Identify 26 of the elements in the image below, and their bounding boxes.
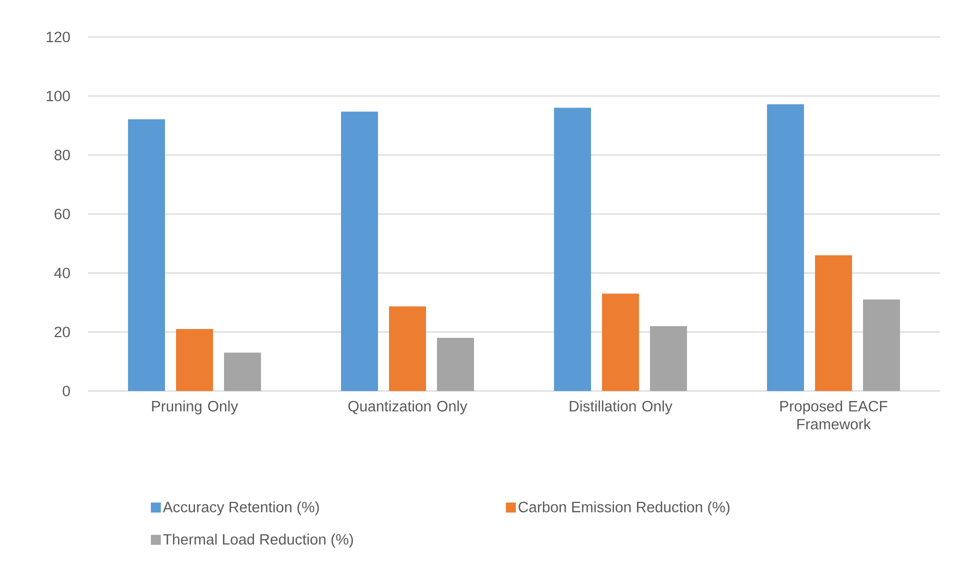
legend-label: Thermal Load Reduction (%) (163, 534, 353, 548)
bar (815, 255, 852, 391)
bar (176, 329, 214, 391)
bar (602, 294, 640, 391)
x-tick-label: Pruning Only (152, 400, 238, 414)
bar (767, 104, 804, 391)
x-tick-label: Proposed EACF Framework (780, 400, 888, 430)
legend-label: Carbon Emission Reduction (%) (518, 501, 730, 516)
bar (863, 300, 900, 391)
y-tick-label: 80 (54, 150, 70, 160)
y-tick-label: 60 (54, 208, 70, 220)
bar (650, 326, 688, 391)
bar (341, 112, 378, 391)
y-tick-label: 100 (46, 90, 70, 102)
bar (224, 352, 262, 391)
x-tick-label: Quantization Only (348, 400, 468, 414)
x-tick-label: Distillation Only (570, 400, 672, 414)
bar (128, 119, 166, 391)
y-tick-label: 20 (54, 326, 70, 338)
bar (437, 338, 474, 391)
bar (554, 108, 592, 391)
bar (389, 306, 426, 391)
y-tick-label: 40 (54, 268, 70, 278)
legend-label: Accuracy Retention (%) (162, 501, 319, 516)
y-tick-label: 0 (62, 386, 70, 396)
y-tick-label: 120 (46, 32, 70, 42)
